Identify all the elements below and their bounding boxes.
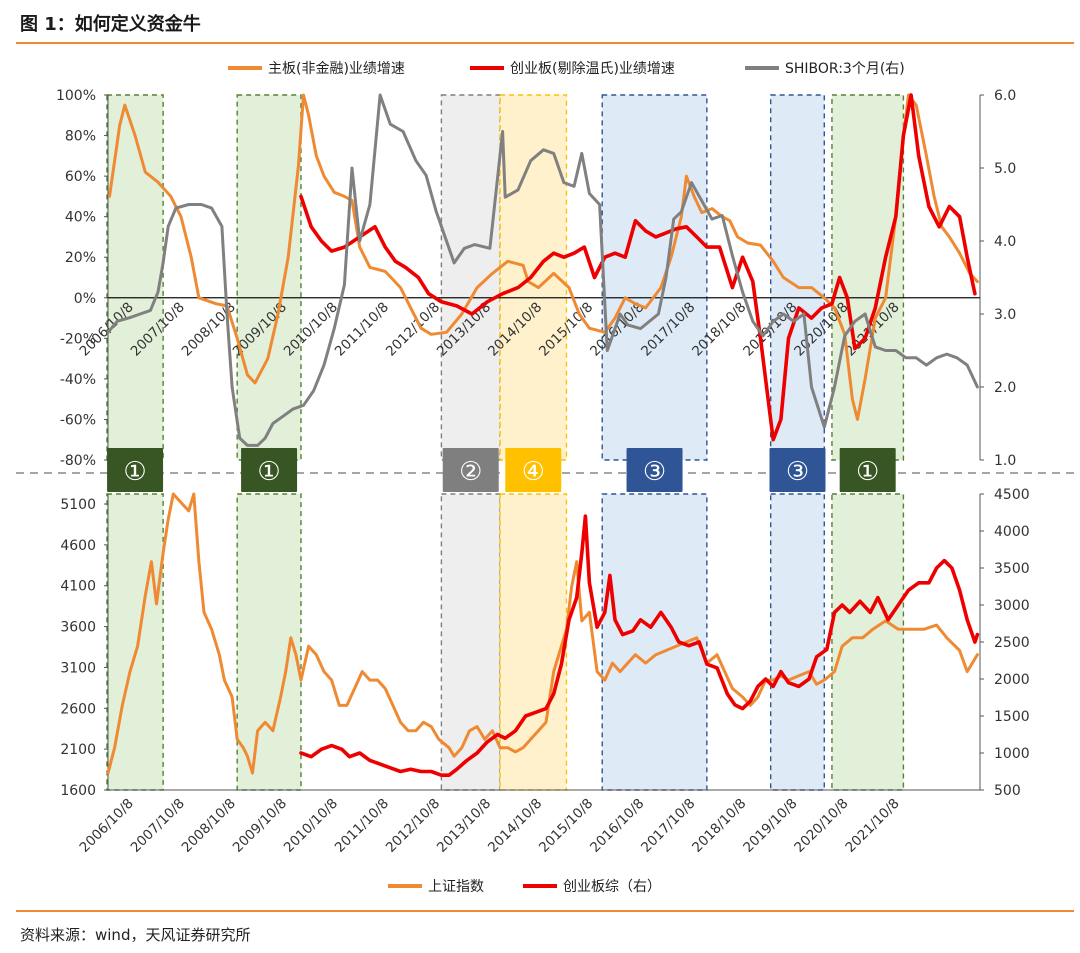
bottom-left-tick-7: 1600 bbox=[60, 783, 96, 799]
bottom-right-tick-1: 4000 bbox=[994, 524, 1030, 540]
bottom-x-tick-1: 2007/10/8 bbox=[128, 796, 188, 856]
bottom-left-tick-2: 4100 bbox=[60, 579, 96, 595]
bottom-x-tick-8: 2014/10/8 bbox=[485, 796, 545, 856]
bottom-left-tick-5: 2600 bbox=[60, 701, 96, 717]
title-rule bbox=[16, 42, 1074, 44]
top-left-tick-9: -80% bbox=[60, 453, 96, 469]
regime-badge-1 bbox=[107, 448, 164, 492]
top-left-tick-5: 0% bbox=[74, 291, 96, 307]
regime-badge-7 bbox=[839, 448, 896, 492]
series-line-top-2 bbox=[299, 93, 977, 442]
bottom-x-tick-11: 2017/10/8 bbox=[638, 796, 698, 856]
top-legend-label-2: 创业板(剔除温氏)业绩增速 bbox=[510, 61, 675, 77]
bottom-x-tick-15: 2021/10/8 bbox=[842, 796, 902, 856]
regime-region-7-upper bbox=[831, 94, 905, 461]
bottom-x-tick-4: 2010/10/8 bbox=[281, 796, 341, 856]
top-left-tick-2: 60% bbox=[65, 169, 96, 185]
bottom-x-tick-10: 2016/10/8 bbox=[587, 796, 647, 856]
regime-badge-label-1: ① bbox=[123, 457, 146, 487]
bottom-x-tick-9: 2015/10/8 bbox=[536, 796, 596, 856]
bottom-right-tick-5: 2000 bbox=[994, 672, 1030, 688]
regime-region-5-lower bbox=[601, 493, 708, 791]
top-legend-label-1: 主板(非金融)业绩增速 bbox=[268, 61, 405, 77]
top-right-tick-3: 3.0 bbox=[994, 307, 1016, 323]
regime-badge-label-2: ① bbox=[257, 457, 280, 487]
top-x-tick-6: 2012/10/8 bbox=[383, 299, 443, 359]
figure-title: 图 1：如何定义资金牛 bbox=[20, 14, 201, 35]
top-left-tick-6: -20% bbox=[60, 331, 96, 347]
bottom-x-tick-12: 2018/10/8 bbox=[689, 796, 749, 856]
bottom-right-tick-8: 500 bbox=[994, 783, 1021, 799]
bottom-x-tick-5: 2011/10/8 bbox=[332, 796, 392, 856]
footer-rule bbox=[16, 910, 1074, 912]
bottom-right-tick-6: 1500 bbox=[994, 709, 1030, 725]
top-left-tick-4: 20% bbox=[65, 250, 96, 266]
regime-badge-label-6: ③ bbox=[786, 457, 809, 487]
top-right-tick-2: 4.0 bbox=[994, 234, 1016, 250]
regime-badge-6 bbox=[769, 448, 826, 492]
bottom-x-tick-2: 2008/10/8 bbox=[179, 796, 239, 856]
regime-badge-label-4: ④ bbox=[522, 457, 545, 487]
regime-region-7-lower bbox=[831, 493, 905, 791]
regime-region-3-upper bbox=[440, 94, 501, 461]
top-legend-label-3: SHIBOR:3个月(右) bbox=[785, 61, 905, 77]
top-right-tick-4: 2.0 bbox=[994, 380, 1016, 396]
bottom-x-tick-14: 2020/10/8 bbox=[791, 796, 851, 856]
top-left-tick-3: 40% bbox=[65, 210, 96, 226]
regime-badges: ① ① ② ④ ③ ③ ① bbox=[107, 448, 896, 492]
top-x-tick-5: 2011/10/8 bbox=[332, 299, 392, 359]
top-right-tick-0: 6.0 bbox=[994, 88, 1016, 104]
chart-lines bbox=[106, 93, 980, 778]
bottom-x-tick-13: 2019/10/8 bbox=[740, 796, 800, 856]
series-line-top-1 bbox=[108, 93, 979, 421]
chart-legends: 主板(非金融)业绩增速 创业板(剔除温氏)业绩增速 SHIBOR:3个月(右) 上证指… bbox=[228, 61, 905, 895]
bottom-right-tick-4: 2500 bbox=[994, 635, 1030, 651]
top-left-tick-8: -60% bbox=[60, 412, 96, 428]
bottom-right-tick-7: 1000 bbox=[994, 746, 1030, 762]
bottom-left-tick-3: 3600 bbox=[60, 620, 96, 636]
regime-badge-5 bbox=[626, 448, 683, 492]
bottom-legend-label-1: 上证指数 bbox=[428, 879, 484, 895]
bottom-x-tick-3: 2009/10/8 bbox=[230, 796, 290, 856]
bottom-x-tick-6: 2012/10/8 bbox=[383, 796, 443, 856]
top-left-tick-0: 100% bbox=[56, 88, 96, 104]
top-left-tick-1: 80% bbox=[65, 129, 96, 145]
source-note: 资料来源：wind，天风证券研究所 bbox=[20, 926, 251, 944]
regime-badge-label-5: ③ bbox=[643, 457, 666, 487]
series-line-bottom-2 bbox=[299, 514, 980, 778]
bottom-left-tick-0: 5100 bbox=[60, 497, 96, 513]
bottom-left-tick-1: 4600 bbox=[60, 538, 96, 554]
bottom-right-tick-0: 4500 bbox=[994, 487, 1030, 503]
top-right-tick-1: 5.0 bbox=[994, 161, 1016, 177]
bottom-left-tick-6: 2100 bbox=[60, 742, 96, 758]
bottom-x-tick-0: 2006/10/8 bbox=[77, 796, 137, 856]
regime-badge-label-7: ① bbox=[856, 457, 879, 487]
regime-badge-label-3: ② bbox=[459, 457, 482, 487]
regime-badge-4 bbox=[505, 448, 562, 492]
top-left-tick-7: -40% bbox=[60, 372, 96, 388]
series-line-top-3 bbox=[106, 93, 979, 447]
regime-badge-3 bbox=[442, 448, 499, 492]
bottom-left-tick-4: 3100 bbox=[60, 660, 96, 676]
bottom-right-tick-3: 3000 bbox=[994, 598, 1030, 614]
regime-badge-2 bbox=[241, 448, 298, 492]
bottom-x-tick-7: 2013/10/8 bbox=[434, 796, 494, 856]
regime-region-4-lower bbox=[499, 493, 568, 791]
regime-region-5-upper bbox=[601, 94, 708, 461]
regime-region-6-lower bbox=[769, 493, 825, 791]
regime-region-2-upper bbox=[236, 94, 302, 461]
top-right-tick-5: 1.0 bbox=[994, 453, 1016, 469]
bottom-right-tick-2: 3500 bbox=[994, 561, 1030, 577]
bottom-legend-label-2: 创业板综（右） bbox=[563, 879, 661, 895]
regime-region-3-lower bbox=[440, 493, 501, 791]
